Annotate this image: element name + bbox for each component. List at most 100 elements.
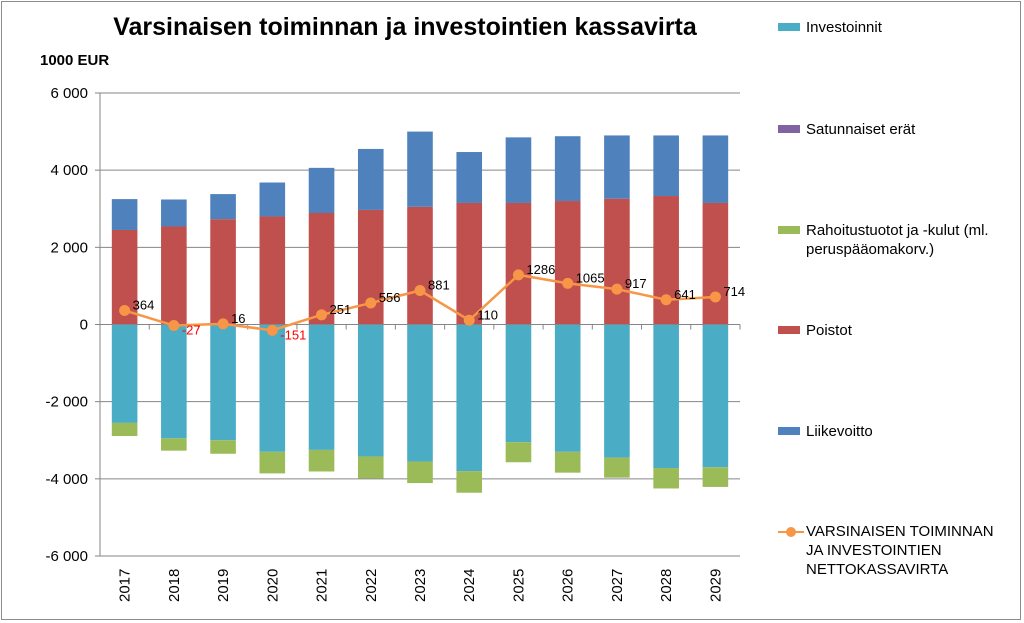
- data-label-2024: 110: [477, 307, 498, 322]
- x-tick-label-2027: 2027: [609, 569, 626, 602]
- line-point-2019: [217, 318, 229, 330]
- bar-poistot-2023: [407, 206, 433, 325]
- bar-investoinnit-2020: [259, 324, 286, 452]
- line-point-2025: [512, 269, 524, 281]
- bar-investoinnit-2027: [604, 324, 630, 458]
- legend-swatch-satunnaiset: [778, 125, 800, 133]
- bar-investoinnit-2018: [161, 324, 187, 439]
- line-point-2017: [119, 304, 131, 316]
- bar-liikevoitto-2029: [702, 135, 729, 203]
- y-tick-label: 6 000: [50, 85, 88, 102]
- bar-rahoitustuotot-2029: [702, 467, 729, 487]
- bar-poistot-2026: [554, 201, 581, 325]
- chart-title: Varsinaisen toiminnan ja investointien k…: [113, 13, 697, 41]
- bar-liikevoitto-2021: [308, 167, 335, 213]
- bar-liikevoitto-2022: [357, 148, 384, 210]
- bar-poistot-2027: [604, 198, 630, 325]
- bar-investoinnit-2021: [308, 324, 335, 450]
- bar-investoinnit-2022: [357, 324, 384, 457]
- legend-label: Satunnaiset erät: [806, 121, 916, 138]
- data-label-2027: 917: [625, 276, 647, 291]
- bar-investoinnit-2026: [554, 324, 581, 452]
- line-point-2021: [316, 309, 328, 321]
- y-tick-label: -4 000: [45, 471, 88, 488]
- bar-poistot-2024: [456, 202, 483, 325]
- bar-rahoitustuotot-2027: [604, 457, 630, 478]
- data-label-2025: 1286: [526, 262, 555, 277]
- bar-poistot-2020: [259, 216, 286, 325]
- legend-label: Rahoitustuotot ja -kulut (ml. peruspääom…: [806, 222, 989, 258]
- bar-rahoitustuotot-2021: [308, 449, 335, 472]
- line-point-2029: [709, 291, 721, 303]
- data-label-2018: -27: [182, 323, 201, 338]
- bar-liikevoitto-2023: [407, 131, 433, 207]
- data-label-2022: 556: [379, 290, 401, 305]
- legend-swatch-rahoitus: [778, 226, 800, 234]
- bar-rahoitustuotot-2020: [259, 451, 286, 474]
- x-tick-label-2017: 2017: [117, 569, 134, 602]
- x-tick-label-2018: 2018: [166, 569, 183, 602]
- bar-investoinnit-2028: [653, 324, 679, 469]
- line-point-2023: [414, 285, 426, 297]
- x-tick-label-2029: 2029: [707, 569, 724, 602]
- line-point-2024: [463, 314, 475, 326]
- bar-liikevoitto-2017: [111, 199, 138, 230]
- data-label-2020: -151: [280, 327, 306, 342]
- x-tick-label-2020: 2020: [264, 569, 281, 602]
- data-label-2021: 251: [330, 302, 352, 317]
- bar-poistot-2018: [161, 226, 187, 325]
- legend-swatch-investoinnit: [778, 23, 800, 31]
- bar-liikevoitto-2020: [259, 182, 286, 217]
- bar-investoinnit-2024: [456, 324, 483, 472]
- y-tick-label: -6 000: [45, 548, 88, 565]
- y-tick-label: 2 000: [50, 239, 88, 256]
- bar-rahoitustuotot-2017: [111, 422, 138, 437]
- x-tick-label-2021: 2021: [314, 569, 331, 602]
- bar-liikevoitto-2028: [653, 135, 679, 197]
- data-label-2026: 1065: [576, 270, 605, 285]
- legend-label: Liikevoitto: [806, 423, 873, 440]
- legend-label: Investoinnit: [806, 19, 882, 36]
- line-point-2022: [365, 297, 377, 309]
- line-point-2018: [168, 320, 180, 332]
- data-label-2017: 364: [133, 297, 155, 312]
- bar-rahoitustuotot-2026: [554, 451, 581, 473]
- legend-swatch-poistot: [778, 326, 800, 334]
- data-label-2019: 16: [231, 311, 245, 326]
- x-tick-label-2028: 2028: [658, 569, 675, 602]
- bar-rahoitustuotot-2024: [456, 471, 483, 493]
- bar-liikevoitto-2018: [161, 199, 187, 227]
- bar-liikevoitto-2025: [505, 137, 532, 203]
- y-tick-label: 4 000: [50, 162, 88, 179]
- data-label-2028: 641: [674, 287, 696, 302]
- legend-label: VARSINAISEN TOIMINNAN JA INVESTOINTIEN N…: [806, 523, 994, 578]
- line-point-2020: [266, 324, 278, 336]
- bar-rahoitustuotot-2023: [407, 461, 433, 484]
- bar-liikevoitto-2026: [554, 136, 581, 202]
- bar-investoinnit-2019: [210, 324, 236, 441]
- line-point-2026: [562, 277, 574, 289]
- x-tick-label-2026: 2026: [560, 569, 577, 602]
- legend-label: Poistot: [806, 322, 852, 339]
- bar-investoinnit-2017: [111, 324, 138, 423]
- bar-poistot-2029: [702, 202, 729, 325]
- bar-rahoitustuotot-2018: [161, 438, 187, 451]
- bar-liikevoitto-2024: [456, 152, 483, 203]
- x-tick-label-2025: 2025: [510, 569, 527, 602]
- legend-swatch-liikevoitto: [778, 427, 800, 435]
- x-tick-label-2022: 2022: [363, 569, 380, 602]
- y-axis-unit-label: 1000 EUR: [40, 52, 110, 69]
- bar-rahoitustuotot-2025: [505, 442, 532, 463]
- y-tick-label: -2 000: [45, 394, 88, 411]
- bar-liikevoitto-2027: [604, 135, 630, 199]
- x-tick-label-2019: 2019: [215, 569, 232, 602]
- bar-liikevoitto-2019: [210, 194, 236, 220]
- bar-investoinnit-2023: [407, 324, 433, 462]
- data-label-2029: 714: [723, 284, 745, 299]
- bar-poistot-2025: [505, 202, 532, 325]
- data-label-2023: 881: [428, 278, 450, 293]
- bar-rahoitustuotot-2022: [357, 456, 384, 479]
- bar-poistot-2019: [210, 219, 236, 325]
